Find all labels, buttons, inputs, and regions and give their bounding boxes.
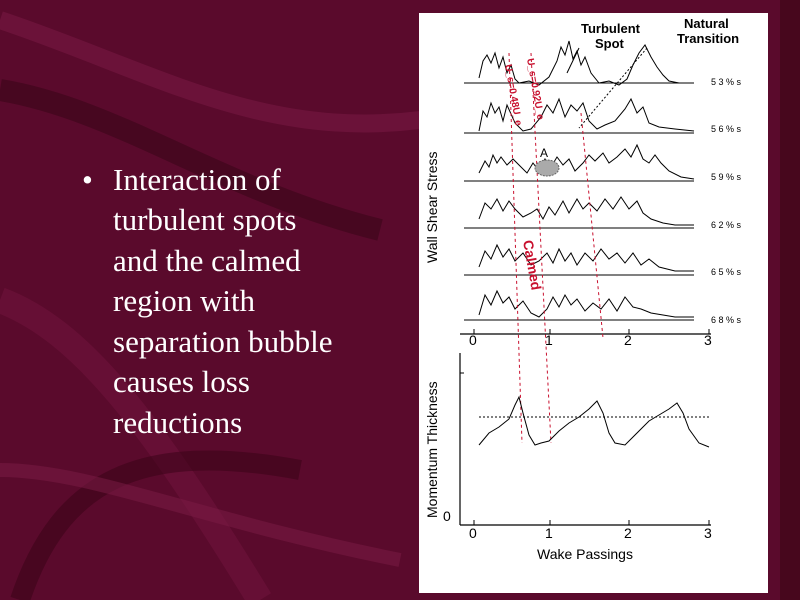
lower-x-tick-label: 3 <box>704 525 712 541</box>
station-label: 6 8 % s <box>711 315 742 325</box>
x-axis-label: Wake Passings <box>537 546 633 562</box>
transition-label: Transition <box>677 31 739 46</box>
station-labels: 5 3 % s 5 6 % s 5 9 % s 6 2 % s 6 5 % s … <box>711 77 742 325</box>
bullet-marker: • <box>82 162 93 197</box>
bullet-line: separation bubble <box>113 324 333 359</box>
upper-x-tick-label: 2 <box>624 332 632 348</box>
lower-x-tick-label: 1 <box>545 525 553 541</box>
calmed-region-lines <box>508 52 604 444</box>
bullet-line: turbulent spots <box>113 202 297 237</box>
lower-y-axis-label: Momentum Thickness <box>424 381 440 518</box>
natural-transition-pointer <box>578 47 648 129</box>
red-velocity-label: U_s=0.48U_e <box>502 64 524 127</box>
turbulent-label: Turbulent <box>581 21 641 36</box>
momentum-thickness-trace <box>478 395 710 448</box>
natural-label: Natural <box>684 16 729 31</box>
bullet-line: Interaction of <box>113 162 281 197</box>
separation-bubble <box>534 159 560 177</box>
upper-x-tick-label: 0 <box>469 332 477 348</box>
annotation-a: A <box>540 146 548 160</box>
bullet-line: region with <box>113 283 256 318</box>
bullet-line: reductions <box>113 405 243 440</box>
spot-label: Spot <box>595 36 625 51</box>
upper-x-tick-label: 3 <box>704 332 712 348</box>
lower-x-tick-label: 2 <box>624 525 632 541</box>
shear-stress-traces <box>478 40 695 318</box>
station-label: 6 5 % s <box>711 267 742 277</box>
upper-y-axis-label: Wall Shear Stress <box>424 151 440 263</box>
station-label: 5 9 % s <box>711 172 742 182</box>
bullet-line: causes loss <box>113 364 250 399</box>
red-velocity-label: U_s=0.92U_e <box>524 58 546 121</box>
station-label: 5 6 % s <box>711 124 742 134</box>
lower-x-tick-label: 0 <box>469 525 477 541</box>
scientific-figure: 0 1 2 3 5 3 % s 5 6 % s 5 9 % s 6 2 % <box>419 13 768 593</box>
bullet-line: and the calmed <box>113 243 301 278</box>
lower-y-tick-zero: 0 <box>443 508 451 524</box>
station-label: 5 3 % s <box>711 77 742 87</box>
turbulent-spot-pointer <box>566 47 580 74</box>
upper-x-tick-label: 1 <box>545 332 553 348</box>
trace-baselines <box>464 82 694 321</box>
figure-plot: 0 1 2 3 5 3 % s 5 6 % s 5 9 % s 6 2 % <box>424 16 742 562</box>
station-label: 6 2 % s <box>711 220 742 230</box>
